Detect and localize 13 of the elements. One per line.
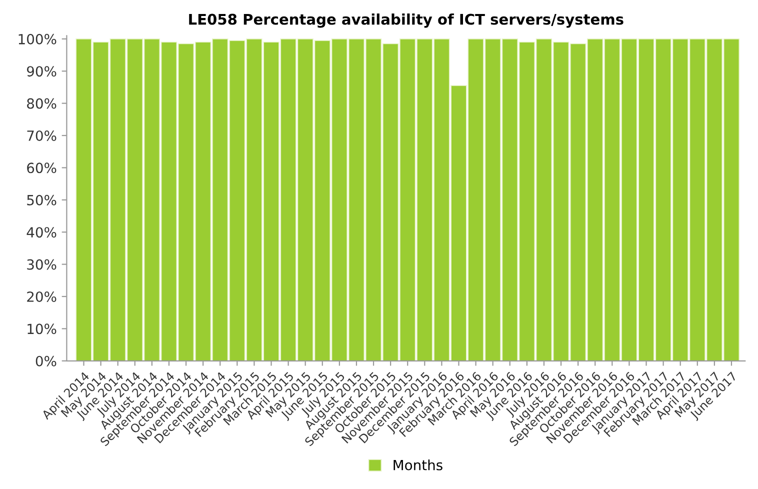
y-tick-label: 10% bbox=[28, 324, 56, 334]
y-tick-label: 40% bbox=[26, 227, 56, 238]
y-tick-label: 20% bbox=[27, 291, 56, 302]
y-tick-label: 30% bbox=[27, 259, 56, 270]
legend-label: Months bbox=[394, 460, 442, 470]
y-tick-label: 50% bbox=[27, 194, 56, 206]
chart-title: LE058 Percentage availability of ICT servers/systems bbox=[189, 14, 624, 28]
y-tick-label: 90% bbox=[26, 66, 56, 77]
y-tick-label: 60% bbox=[27, 162, 56, 174]
y-tick-label: 0% bbox=[36, 356, 56, 366]
y-tick-label: 100% bbox=[18, 34, 56, 44]
y-tick-label: 70% bbox=[27, 130, 56, 141]
y-tick-label: 80% bbox=[27, 98, 56, 109]
